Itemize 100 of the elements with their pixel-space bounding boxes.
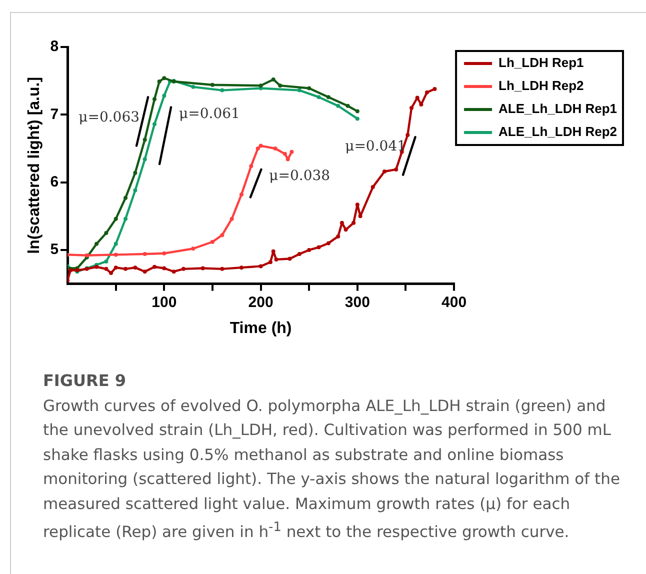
point [230, 216, 234, 221]
point [278, 84, 282, 88]
point [152, 264, 157, 269]
point [370, 185, 375, 190]
point [114, 252, 118, 257]
point [172, 270, 176, 274]
point [133, 266, 138, 270]
point [355, 109, 360, 114]
point [124, 196, 128, 200]
point [124, 216, 128, 221]
x-tick-label: 400 [442, 294, 467, 311]
point [114, 242, 118, 246]
point [419, 102, 424, 107]
point [344, 228, 348, 232]
point [109, 270, 114, 275]
annotation: μ=0.038 [269, 168, 330, 184]
point [358, 214, 362, 218]
point [133, 170, 138, 175]
point [210, 82, 214, 87]
point [297, 252, 302, 256]
text: Growth curves of evolved O. polymorpha ALE_Lh_LDH strain (green) and the unevolved strain (Lh_LDH, red). Cultivation was performed in 500 mL shake flasks using 0.5% methanol as substrate and online biomass monitoring (scattered light). The y-axis shows the natural logarithm of the measured scattered light value. Maximum growth rates (μ) for each replicate (Rep) are given in h$^{-1}$ next to the respective growth curve. [43, 396, 621, 544]
point [352, 220, 356, 225]
point [191, 246, 196, 251]
y-axis-title: ln(scattered light) [a.u.] [26, 76, 44, 254]
point [210, 240, 214, 244]
point [68, 268, 72, 272]
point [271, 249, 276, 254]
point [258, 144, 263, 148]
legend-label: Lh_LDH Rep1 [498, 55, 584, 70]
point [307, 248, 312, 252]
point [340, 220, 344, 225]
point [290, 150, 294, 154]
point [152, 122, 157, 126]
point [394, 167, 398, 172]
point [220, 266, 224, 271]
point [114, 216, 118, 221]
point [336, 234, 340, 238]
point [273, 146, 278, 150]
point [258, 84, 263, 88]
x-tick-label: 100 [152, 294, 177, 311]
point [200, 266, 205, 270]
y-tick-label: 7 [50, 106, 59, 123]
point [282, 152, 287, 156]
point [162, 94, 166, 98]
caption: FIGURE 9 [43, 370, 127, 392]
point [191, 84, 196, 89]
legend-label: ALE_Lh_LDH Rep2 [498, 124, 618, 140]
point [162, 76, 166, 80]
legend-label: ALE_Lh_LDH Rep1 [498, 101, 618, 116]
point [406, 132, 410, 137]
point [142, 252, 147, 256]
point [162, 251, 166, 256]
point [274, 257, 278, 262]
point [142, 157, 147, 162]
point [239, 192, 244, 196]
point [104, 231, 108, 236]
point [142, 138, 147, 142]
point [268, 260, 272, 264]
point [271, 77, 276, 82]
point [297, 88, 302, 92]
point [114, 266, 118, 270]
y-tick-label: 5 [50, 241, 59, 258]
point [94, 242, 99, 246]
point [316, 95, 321, 100]
point [258, 264, 263, 268]
point [104, 259, 108, 264]
point [326, 95, 330, 100]
x-tick-label: 300 [344, 294, 370, 311]
point [382, 169, 386, 174]
point [239, 266, 244, 270]
point [142, 270, 147, 274]
point [249, 164, 254, 168]
point [181, 266, 186, 271]
point [104, 266, 108, 271]
point [355, 116, 360, 121]
annotation: μ=0.063 [78, 109, 140, 126]
point [307, 86, 312, 90]
point [220, 233, 224, 238]
point [336, 104, 340, 108]
point [424, 90, 429, 94]
point [220, 88, 224, 92]
point [432, 86, 437, 91]
point [316, 245, 321, 250]
point [256, 146, 260, 150]
point [162, 266, 166, 270]
x-axis-title: Time (h) [230, 320, 292, 337]
point [133, 188, 138, 192]
y-tick-label: 6 [50, 173, 59, 190]
point [124, 266, 128, 271]
legend-label: Lh_LDH Rep2 [498, 78, 584, 94]
point [326, 241, 330, 246]
annotation: μ=0.061 [179, 106, 240, 122]
x-tick-label: 200 [248, 294, 274, 311]
y-tick-label: 8 [50, 38, 59, 56]
point [346, 104, 350, 108]
point [152, 97, 157, 102]
point [157, 80, 162, 84]
point [410, 106, 414, 110]
point [288, 256, 292, 261]
point [355, 202, 360, 207]
